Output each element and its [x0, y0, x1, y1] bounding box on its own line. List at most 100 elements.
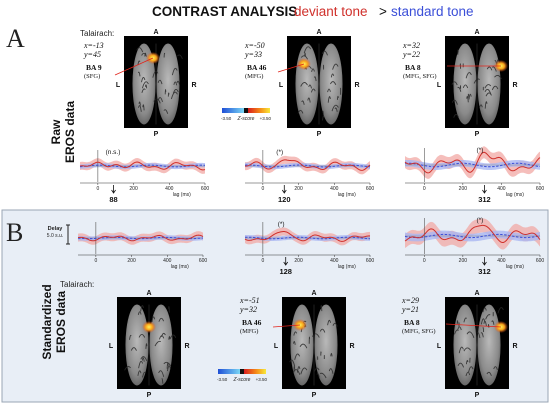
- deviant-tone-series: [404, 151, 541, 174]
- gyrus: [451, 99, 458, 105]
- gyrus: [157, 97, 163, 103]
- x-tick-label: 0: [423, 186, 426, 192]
- gyrus: [465, 360, 469, 365]
- gyrus: [308, 84, 312, 89]
- gyrus: [451, 81, 458, 86]
- standard-tone-series: [404, 233, 541, 239]
- gyrus: [334, 107, 338, 112]
- delay-scale: Delay 5.0 s.u.: [47, 224, 70, 245]
- gyrus: [468, 93, 472, 100]
- gyrus: [158, 370, 165, 377]
- gyrus: [310, 88, 316, 93]
- gyrus: [466, 95, 469, 103]
- gyrus: [330, 73, 335, 78]
- brodmann-area: BA 8: [405, 63, 421, 72]
- brain-region: (MFG): [245, 73, 263, 80]
- coordinate-x: x=-50: [244, 41, 265, 50]
- coordinate-y: y=45: [83, 50, 101, 59]
- gyrus: [144, 84, 148, 89]
- significance-label: (*): [276, 149, 283, 156]
- gyrus: [467, 93, 470, 98]
- gyrus: [137, 71, 141, 77]
- deviant-tone-series: [245, 159, 371, 171]
- gyrus: [483, 320, 487, 327]
- gyrus: [167, 92, 170, 97]
- gyrus: [140, 356, 148, 361]
- gyrus: [163, 109, 169, 114]
- annotation-leader: [277, 63, 305, 73]
- right-hemisphere: [314, 304, 338, 386]
- gyrus: [145, 343, 148, 349]
- x-tick-label: 600: [536, 258, 545, 264]
- latency-marker: 88: [109, 195, 117, 204]
- gyrus: [300, 82, 308, 87]
- gyrus: [154, 340, 162, 347]
- gyrus: [486, 66, 493, 71]
- colorbar-max: +3.50: [256, 377, 268, 382]
- x-tick-label: 200: [127, 258, 136, 264]
- figure-title: CONTRAST ANALYSIS deviant tone > standar…: [152, 4, 474, 19]
- brain-region: (MFG, SFG): [403, 73, 437, 80]
- significance-label: (n.s.): [106, 149, 121, 156]
- coordinate-annotation: x=29y=21 BA 8(MFG, SFG): [401, 296, 502, 335]
- deviant-tone-series: [79, 161, 206, 171]
- title-prefix: CONTRAST ANALYSIS: [152, 4, 297, 19]
- talairach-label-a: Talairach:: [80, 29, 114, 38]
- gyrus: [468, 366, 474, 373]
- coordinate-y: y=21: [401, 305, 419, 314]
- gyrus: [307, 97, 311, 103]
- gyrus: [331, 104, 339, 112]
- x-axis-label: lag (ms): [338, 264, 356, 270]
- posterior-label: P: [312, 392, 317, 399]
- gyrus: [304, 52, 306, 57]
- gyrus: [482, 307, 487, 313]
- coordinate-x: x=-51: [239, 296, 260, 305]
- gyrus: [293, 331, 298, 336]
- activation-spot: [142, 321, 156, 333]
- gyrus: [312, 333, 320, 338]
- gyrus: [172, 88, 179, 94]
- gyrus: [300, 55, 308, 60]
- x-tick-label: 600: [201, 186, 210, 192]
- gyrus: [465, 371, 471, 377]
- gyrus: [327, 88, 331, 93]
- title-standard: standard tone: [391, 4, 474, 19]
- brain-panel: A P L Rx=29y=21 BA 8(MFG, SFG): [401, 290, 518, 399]
- left-hemisphere: [453, 43, 477, 125]
- section-b-side-label: Standardized EROS data: [40, 284, 68, 359]
- gyrus: [320, 304, 323, 312]
- significance-label: (*): [476, 147, 483, 154]
- gyrus: [294, 353, 301, 360]
- coordinate-x: x=-13: [83, 41, 104, 50]
- coordinate-annotation: x=32y=22 BA 8(MFG, SFG): [402, 41, 501, 80]
- title-greater-than: >: [379, 4, 387, 19]
- annotation-leader: [272, 324, 301, 328]
- eros-trace-plot: 0 200 400 600 lag (ms) (*) 120: [245, 149, 374, 204]
- gyrus: [486, 371, 492, 376]
- gyrus: [164, 89, 167, 95]
- x-tick-label: 200: [294, 186, 303, 192]
- x-tick-label: 0: [261, 258, 264, 264]
- gyrus: [141, 81, 149, 89]
- colorbar-negative: [222, 108, 244, 113]
- section-a-letter: A: [6, 24, 25, 53]
- gyrus: [138, 333, 146, 338]
- eros-trace-plot: 0 200 400 600 lag (ms) (n.s.) 88: [79, 149, 210, 204]
- eros-trace-plot: 0 200 400 600 lag (ms): [77, 222, 207, 270]
- talairach-label-b: Talairach:: [60, 280, 94, 289]
- gyrus: [463, 317, 468, 323]
- right-label: R: [191, 82, 196, 89]
- right-hemisphere: [149, 304, 173, 386]
- left-label: L: [279, 82, 284, 89]
- brain-gyri: [124, 305, 177, 384]
- gyrus: [311, 68, 315, 73]
- gyrus: [142, 371, 146, 378]
- left-hemisphere: [125, 304, 149, 386]
- gyrus: [456, 320, 459, 324]
- gyrus: [322, 115, 325, 121]
- left-label: L: [437, 343, 442, 350]
- gyrus: [138, 360, 144, 369]
- delay-scale-label: Delay: [48, 226, 64, 232]
- colorbar-min: -3.50: [217, 377, 228, 382]
- gyrus: [336, 95, 339, 100]
